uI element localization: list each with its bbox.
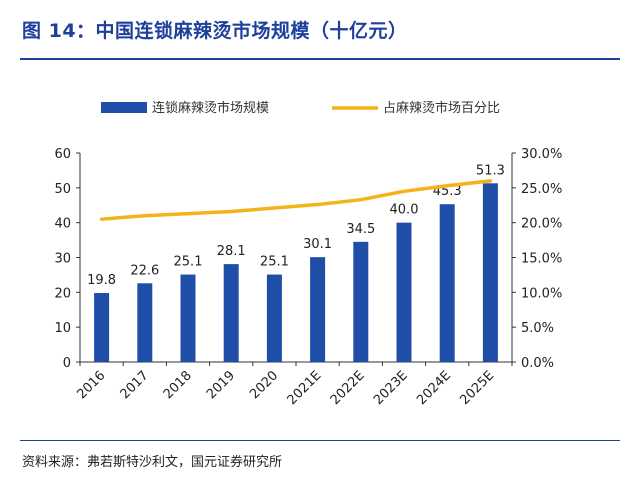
title-divider xyxy=(20,58,620,60)
legend-swatch-bar xyxy=(101,102,147,113)
bar-data-label: 25.1 xyxy=(260,255,289,270)
x-tick-label: 2016 xyxy=(74,368,108,402)
y-tick-label: 50 xyxy=(54,182,71,197)
bar-2025E xyxy=(482,183,498,362)
y-tick-label: 40 xyxy=(54,217,71,232)
y-tick-label: 30 xyxy=(54,252,71,267)
bar-2021E xyxy=(310,257,326,362)
legend: 连锁麻辣烫市场规模 占麻辣烫市场百分比 xyxy=(101,100,500,116)
bar-data-label: 28.1 xyxy=(217,244,246,259)
y-tick-label: 60 xyxy=(54,147,71,162)
y-tick-label: 20 xyxy=(54,286,71,301)
bar-data-label: 22.6 xyxy=(130,263,159,278)
x-tick-label: 2025E xyxy=(457,368,497,408)
legend-label-bar: 连锁麻辣烫市场规模 xyxy=(152,100,269,116)
bar-2020 xyxy=(266,274,282,362)
bar-data-label: 25.1 xyxy=(174,255,203,270)
bar-data-label: 51.3 xyxy=(476,163,505,178)
x-tick-label: 2020 xyxy=(247,368,281,402)
x-tick-label: 2024E xyxy=(414,368,454,408)
y2-tick-label: 5.0% xyxy=(521,321,554,336)
x-tick-label: 2023E xyxy=(371,368,411,408)
bar-2023E xyxy=(396,222,412,362)
x-tick-label: 2022E xyxy=(328,368,368,408)
source-note: 资料来源：弗若斯特沙利文，国元证券研究所 xyxy=(22,455,283,470)
bar-data-label: 34.5 xyxy=(346,222,375,237)
y2-tick-label: 10.0% xyxy=(521,286,562,301)
x-tick-label: 2017 xyxy=(118,368,152,402)
bar-data-label: 40.0 xyxy=(390,203,419,218)
line-series xyxy=(99,179,493,221)
bar-2022E xyxy=(353,241,369,362)
x-tick-label: 2018 xyxy=(161,368,195,402)
chart-title: 图 14：中国连锁麻辣烫市场规模（十亿元） xyxy=(22,20,408,42)
legend-label-line: 占麻辣烫市场百分比 xyxy=(383,100,500,116)
y2-tick-label: 25.0% xyxy=(521,182,562,197)
share-line xyxy=(99,179,493,221)
x-tick-label: 2021E xyxy=(285,368,325,408)
bar-data-label: 19.8 xyxy=(87,273,116,288)
bar-2024E xyxy=(439,204,455,362)
bar-2016 xyxy=(94,293,110,362)
y2-tick-label: 20.0% xyxy=(521,217,562,232)
bar-data-label: 30.1 xyxy=(303,237,332,252)
bar-series: 19.822.625.128.125.130.134.540.045.351.3 xyxy=(87,163,505,362)
y-tick-label: 0 xyxy=(63,356,71,371)
y2-tick-label: 30.0% xyxy=(521,147,562,162)
bar-2019 xyxy=(223,264,239,362)
footer-divider xyxy=(20,440,620,441)
y-tick-label: 10 xyxy=(54,321,71,336)
bar-2018 xyxy=(180,274,196,362)
y2-tick-label: 0.0% xyxy=(521,356,554,371)
bar-2017 xyxy=(137,283,153,362)
x-tick-label: 2019 xyxy=(204,368,238,402)
y2-tick-label: 15.0% xyxy=(521,252,562,267)
